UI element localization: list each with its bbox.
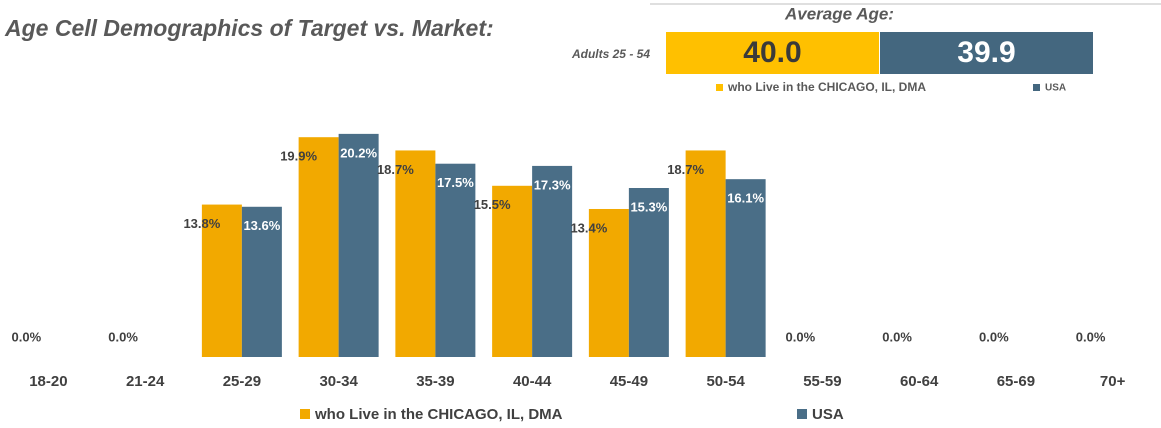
legend-swatch (300, 409, 310, 419)
legend-swatch (797, 409, 807, 419)
bar (628, 188, 669, 357)
average-age-box (880, 32, 1093, 74)
data-label: 19.9% (280, 149, 317, 164)
legend-swatch (1033, 84, 1040, 91)
data-label: 17.5% (437, 175, 474, 190)
data-label: 0.0% (12, 329, 42, 344)
legend-label: USA (812, 406, 844, 423)
bar (298, 137, 339, 357)
legend-label: who Live in the CHICAGO, IL, DMA (727, 80, 926, 94)
data-label: 0.0% (108, 329, 138, 344)
data-label: 13.6% (243, 218, 280, 233)
average-age-subtitle: Adults 25 - 54 (571, 47, 650, 61)
chart-title: Age Cell Demographics of Target vs. Mark… (4, 15, 494, 41)
bar (435, 163, 476, 357)
bar (532, 165, 573, 357)
legend-swatch (716, 84, 723, 91)
bar (492, 185, 533, 357)
bar (395, 150, 436, 357)
bar (338, 133, 379, 357)
data-label: 17.3% (534, 177, 571, 192)
legend-label: who Live in the CHICAGO, IL, DMA (314, 406, 563, 423)
data-label: 20.2% (340, 145, 377, 160)
data-label: 0.0% (1076, 329, 1106, 344)
x-tick-label: 55-59 (803, 373, 841, 390)
data-label: 16.1% (727, 191, 764, 206)
average-age-value: 39.9 (957, 36, 1015, 69)
bar (241, 206, 282, 357)
x-tick-label: 21-24 (126, 373, 165, 390)
bar (201, 204, 242, 357)
bar (725, 179, 766, 357)
average-age-box (666, 32, 879, 74)
data-label: 13.8% (183, 216, 220, 231)
bar (588, 208, 629, 357)
x-tick-label: 25-29 (223, 373, 261, 390)
x-tick-label: 35-39 (416, 373, 454, 390)
data-label: 15.3% (630, 199, 667, 214)
data-label: 0.0% (979, 329, 1009, 344)
data-label: 13.4% (570, 220, 607, 235)
average-age-title: Average Age: (784, 4, 894, 23)
x-tick-label: 18-20 (29, 373, 67, 390)
x-tick-label: 30-34 (319, 373, 358, 390)
bar (685, 150, 726, 357)
data-label: 0.0% (882, 329, 912, 344)
x-tick-label: 65-69 (997, 373, 1035, 390)
average-age-value: 40.0 (743, 36, 801, 69)
data-label: 18.7% (667, 162, 704, 177)
data-label: 0.0% (786, 329, 816, 344)
x-tick-label: 60-64 (900, 373, 939, 390)
x-tick-label: 70+ (1100, 373, 1126, 390)
x-tick-label: 50-54 (706, 373, 745, 390)
data-label: 18.7% (377, 162, 414, 177)
legend-label: USA (1045, 83, 1066, 94)
data-label: 15.5% (474, 197, 511, 212)
x-tick-label: 45-49 (610, 373, 648, 390)
x-tick-label: 40-44 (513, 373, 552, 390)
